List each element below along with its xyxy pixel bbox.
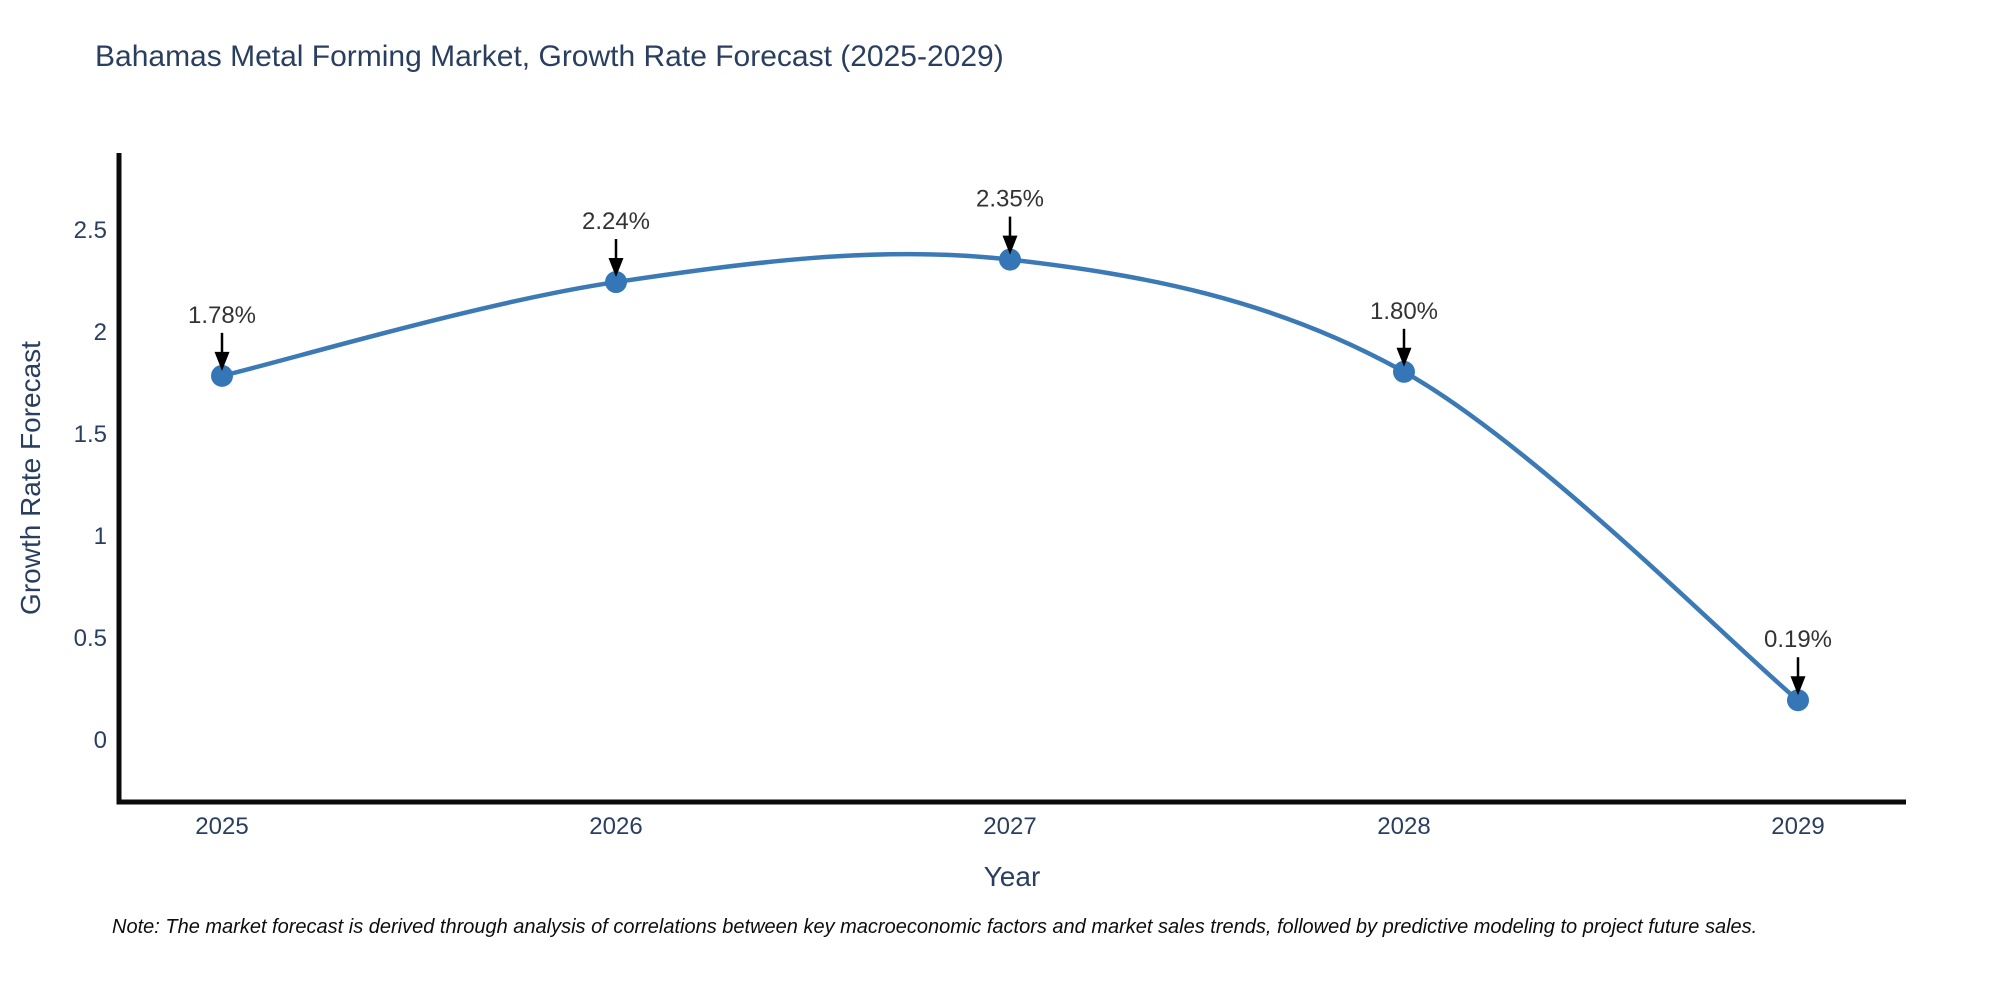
annotation-label: 1.80% — [1370, 298, 1438, 325]
data-point-2025 — [211, 364, 233, 387]
data-point-2026 — [605, 271, 627, 294]
annotation-arrow-head — [608, 258, 624, 278]
annotation-label: 1.78% — [188, 302, 256, 329]
y-tick-label: 1 — [94, 523, 107, 550]
y-tick-label: 2.5 — [74, 217, 107, 244]
x-tick-label: 2026 — [589, 813, 642, 840]
annotation-label: 2.24% — [582, 208, 650, 235]
x-tick-label: 2027 — [983, 813, 1036, 840]
x-tick-label: 2029 — [1771, 813, 1824, 840]
forecast-line — [219, 251, 1801, 703]
annotation-label: 2.35% — [976, 186, 1044, 213]
chart-title: Bahamas Metal Forming Market, Growth Rat… — [95, 40, 1004, 73]
x-axis-title: Year — [984, 861, 1041, 892]
data-point-2029 — [1787, 689, 1809, 712]
data-point-2028 — [1393, 360, 1415, 383]
y-tick-label: 2 — [94, 319, 107, 346]
x-tick-label: 2025 — [195, 813, 248, 840]
annotation-arrow-head — [1002, 235, 1018, 255]
y-tick-label: 0 — [94, 727, 107, 754]
axis-lines — [116, 153, 1906, 805]
annotation-arrow-head — [214, 351, 230, 371]
annotation-arrow-head — [1790, 676, 1806, 696]
annotation-arrow-head — [1396, 347, 1412, 367]
y-tick-label: 0.5 — [74, 625, 107, 652]
y-tick-label: 1.5 — [74, 421, 107, 448]
y-axis-title: Growth Rate Forecast — [15, 341, 46, 615]
x-tick-label: 2028 — [1377, 813, 1430, 840]
footnote-text: Note: The market forecast is derived thr… — [112, 916, 1758, 938]
data-point-2027 — [999, 248, 1021, 271]
annotation-label: 0.19% — [1764, 626, 1832, 653]
